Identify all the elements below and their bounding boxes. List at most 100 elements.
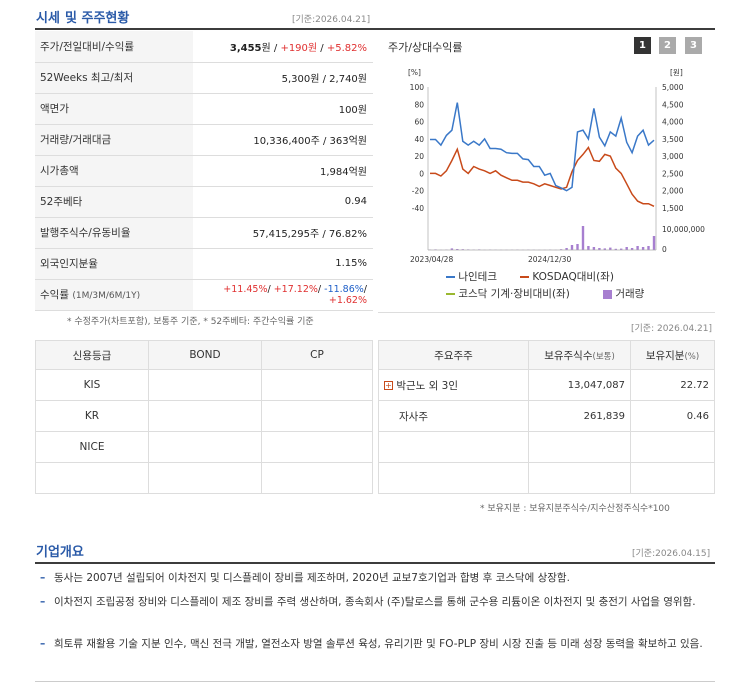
left-tick-label: -40	[412, 204, 424, 213]
volume-bar	[559, 249, 563, 250]
volume-bar	[461, 249, 464, 250]
right-tick-label: 5,000	[662, 83, 684, 92]
table-row: 수익률 (1M/3M/6M/1Y) +11.45%/ +17.12%/ -11.…	[35, 279, 373, 311]
left-tick-label: 60	[414, 118, 424, 127]
bottom-divider	[35, 681, 715, 682]
cell: NICE	[35, 431, 149, 463]
legend-item-volume: 거래량	[603, 286, 644, 301]
price-line	[430, 102, 655, 192]
pct-cell: 22.72	[630, 369, 715, 401]
col-header: CP	[261, 340, 373, 370]
legend-item-kosdaq: KOSDAQ대비(좌)	[520, 269, 614, 284]
cell: KR	[35, 400, 149, 432]
bullet-dash-icon: –	[40, 596, 46, 608]
section-title-sub: 및 주주현황	[65, 11, 130, 26]
col-header: BOND	[148, 340, 262, 370]
return-1y: +1.62%	[328, 294, 367, 306]
volume-bar	[620, 248, 623, 250]
cell	[261, 431, 373, 463]
volume-bar	[450, 248, 454, 250]
return-values: +11.45%/ +17.12%/ -11.86%/ +1.62%	[193, 279, 373, 311]
legend-box-icon	[603, 289, 612, 299]
cell: KIS	[35, 369, 149, 401]
right-tick-label: 2,000	[662, 187, 684, 196]
bullet-dash-icon: –	[40, 572, 46, 584]
company-divider	[35, 562, 715, 564]
company-title: 기업개요	[36, 545, 84, 560]
volume-bar	[636, 246, 639, 250]
row-value: 57,415,295주 / 76.82%	[193, 217, 373, 249]
row-value: 0.94	[193, 186, 373, 218]
volume-bar	[641, 247, 645, 250]
volume-bar	[565, 248, 568, 250]
cell	[261, 400, 373, 432]
table-row: 거래량/거래대금 10,336,400주 / 363억원	[35, 124, 373, 156]
shareholder-name: 자사주	[378, 400, 529, 432]
table-row: 외국인지분율 1.15%	[35, 248, 373, 280]
left-tick-label: -20	[412, 187, 424, 196]
pct-cell: 0.46	[630, 400, 715, 432]
table-row: 52Weeks 최고/최저 5,300원 / 2,740원	[35, 62, 373, 94]
cell	[148, 400, 262, 432]
left-tick-label: 80	[414, 100, 424, 109]
price-change: +190원	[280, 42, 318, 54]
table-row	[378, 462, 715, 494]
quote-table: 주가/전일대비/수익률 3,455원 / +190원 / +5.82% 52We…	[35, 31, 373, 311]
table-row: 주가/전일대비/수익률 3,455원 / +190원 / +5.82%	[35, 31, 373, 63]
shareholder-name[interactable]: 박근노 외 3인	[396, 379, 458, 392]
table-row: 액면가 100원	[35, 93, 373, 125]
price-unit: 원	[261, 42, 271, 54]
return-3m: +17.12%	[273, 283, 318, 295]
legend-line-icon	[520, 276, 529, 278]
shareholder-table: 주요주주 보유주식수(보통) 보유지분(%) + 박근노 외 3인 13,047…	[378, 340, 715, 494]
row-label: 수익률 (1M/3M/6M/1Y)	[35, 279, 193, 311]
cell	[378, 431, 529, 463]
price-value: 3,455원 / +190원 / +5.82%	[193, 31, 373, 63]
chart-panel	[378, 31, 715, 313]
cell	[261, 369, 373, 401]
right-tick-label: 3,000	[662, 152, 684, 161]
volume-bar	[592, 247, 596, 250]
cell	[148, 369, 262, 401]
x-tick-label: 2023/04/28	[410, 255, 453, 264]
price-rate: +5.82%	[326, 42, 367, 54]
chart-page-3-button[interactable]: 3	[685, 37, 702, 54]
table-row: 자사주 261,839 0.46	[378, 400, 715, 432]
return-1m: +11.45%	[223, 283, 268, 295]
legend-line-icon	[446, 276, 455, 278]
table-row: 52주베타 0.94	[35, 186, 373, 218]
cell	[148, 431, 262, 463]
volume-bar	[625, 247, 628, 250]
chart-title: 주가/상대수익률	[388, 41, 463, 54]
section-title: 시세 및 주주현황	[36, 7, 129, 26]
volume-bar	[576, 244, 579, 250]
row-label: 시가총액	[35, 155, 193, 187]
cell	[35, 462, 149, 494]
left-tick-label: 100	[410, 83, 425, 92]
volume-bar	[652, 236, 656, 250]
volume-bar	[570, 245, 574, 250]
table-row: KIS	[35, 369, 373, 401]
left-tick-label: 20	[414, 152, 424, 161]
row-label: 주가/전일대비/수익률	[35, 31, 193, 63]
legend-item-sector: 코스닥 기계·장비대비(좌)	[446, 286, 570, 301]
row-value: 1.15%	[193, 248, 373, 280]
row-value: 5,300원 / 2,740원	[193, 62, 373, 94]
table-row: 시가총액 1,984억원	[35, 155, 373, 187]
table-row	[378, 431, 715, 463]
col-header: 보유지분(%)	[630, 340, 715, 370]
company-bullet: – 이차전지 조립공정 장비와 디스플레이 제조 장비를 주력 생산하며, 종속회…	[40, 594, 710, 611]
shareholder-name-cell: + 박근노 외 3인	[378, 369, 529, 401]
company-date-ref: [기준:2026.04.15]	[632, 549, 711, 559]
cell	[378, 462, 529, 494]
cell	[630, 462, 715, 494]
chart-page-1-button[interactable]: 1	[634, 37, 651, 54]
table-row: + 박근노 외 3인 13,047,087 22.72	[378, 369, 715, 401]
header-divider	[35, 28, 715, 30]
chart-page-2-button[interactable]: 2	[659, 37, 676, 54]
volume-bar	[614, 248, 617, 250]
right-unit: [원]	[670, 68, 683, 77]
table-header-row: 주요주주 보유주식수(보통) 보유지분(%)	[378, 340, 715, 370]
date-ref: [기준:2026.04.21]	[292, 15, 371, 25]
expand-icon[interactable]: +	[384, 381, 393, 390]
